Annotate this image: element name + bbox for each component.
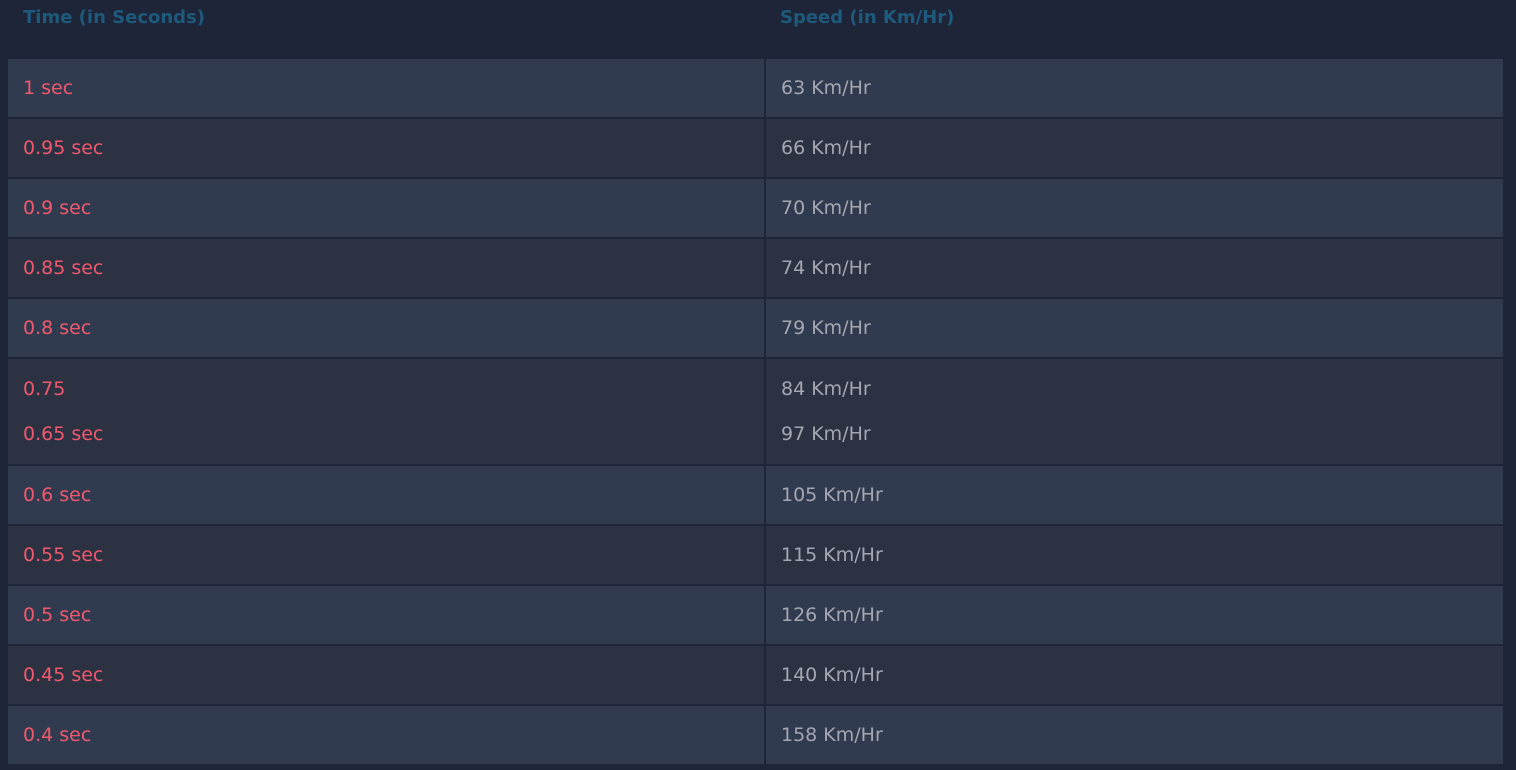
speed-cell: 126 Km/Hr [766,586,1503,644]
table-row: 0.8 sec 79 Km/Hr [8,299,1503,357]
table-row: 0.4 sec 158 Km/Hr [8,706,1503,764]
speed-value: 63 Km/Hr [781,77,871,99]
table-row: 0.95 sec 66 Km/Hr [8,119,1503,177]
time-value: 0.65 sec [23,422,104,445]
time-value: 0.55 sec [23,544,104,566]
speed-cell: 79 Km/Hr [766,299,1503,357]
table-row: 0.6 sec 105 Km/Hr [8,466,1503,524]
speed-value: 140 Km/Hr [781,664,883,686]
speed-value: 158 Km/Hr [781,724,883,746]
time-value: 0.75 [23,377,66,400]
table-row: 0.45 sec 140 Km/Hr [8,646,1503,704]
speed-value: 79 Km/Hr [781,317,871,339]
time-value: 0.4 sec [23,724,92,746]
speed-cell: 74 Km/Hr [766,239,1503,297]
time-value: 0.9 sec [23,197,92,219]
speed-cell: 140 Km/Hr [766,646,1503,704]
time-cell: 0.5 sec [8,586,764,644]
time-value: 0.6 sec [23,484,92,506]
time-value: 0.95 sec [23,137,104,159]
speed-cell: 70 Km/Hr [766,179,1503,237]
time-value: 0.85 sec [23,257,104,279]
time-value: 1 sec [23,77,74,99]
speed-value: 84 Km/Hr [781,377,871,400]
time-cell: 0.95 sec [8,119,764,177]
speed-value: 70 Km/Hr [781,197,871,219]
table-row: 0.85 sec 74 Km/Hr [8,239,1503,297]
time-cell: 0.6 sec [8,466,764,524]
table-row: 0.75 0.65 sec 84 Km/Hr 97 Km/Hr [8,359,1503,464]
time-cell: 0.85 sec [8,239,764,297]
speed-cell: 115 Km/Hr [766,526,1503,584]
table-row: 1 sec 63 Km/Hr [8,59,1503,117]
table-row: 0.9 sec 70 Km/Hr [8,179,1503,237]
time-cell: 0.45 sec [8,646,764,704]
speed-value: 74 Km/Hr [781,257,871,279]
speed-cell: 63 Km/Hr [766,59,1503,117]
speed-value: 126 Km/Hr [781,604,883,626]
header-time: Time (in Seconds) [23,7,206,28]
table-row: 0.5 sec 126 Km/Hr [8,586,1503,644]
speed-value: 115 Km/Hr [781,544,883,566]
speed-value: 66 Km/Hr [781,137,871,159]
time-value: 0.5 sec [23,604,92,626]
time-value: 0.8 sec [23,317,92,339]
time-cell: 0.9 sec [8,179,764,237]
time-cell: 0.4 sec [8,706,764,764]
speed-cell: 105 Km/Hr [766,466,1503,524]
speed-table: 1 sec 63 Km/Hr 0.95 sec 66 Km/Hr 0.9 sec 70 K… [6,57,1505,766]
table-row: 0.55 sec 115 Km/Hr [8,526,1503,584]
time-value: 0.45 sec [23,664,104,686]
speed-cell: 158 Km/Hr [766,706,1503,764]
speed-value: 97 Km/Hr [781,422,871,445]
speed-value: 105 Km/Hr [781,484,883,506]
time-cell: 0.55 sec [8,526,764,584]
time-cell: 1 sec [8,59,764,117]
header-speed: Speed (in Km/Hr) [780,7,955,28]
table-header: Time (in Seconds) Speed (in Km/Hr) [0,0,1516,58]
time-cell: 0.75 0.65 sec [8,359,764,464]
time-cell: 0.8 sec [8,299,764,357]
speed-cell: 66 Km/Hr [766,119,1503,177]
speed-cell: 84 Km/Hr 97 Km/Hr [766,359,1503,464]
